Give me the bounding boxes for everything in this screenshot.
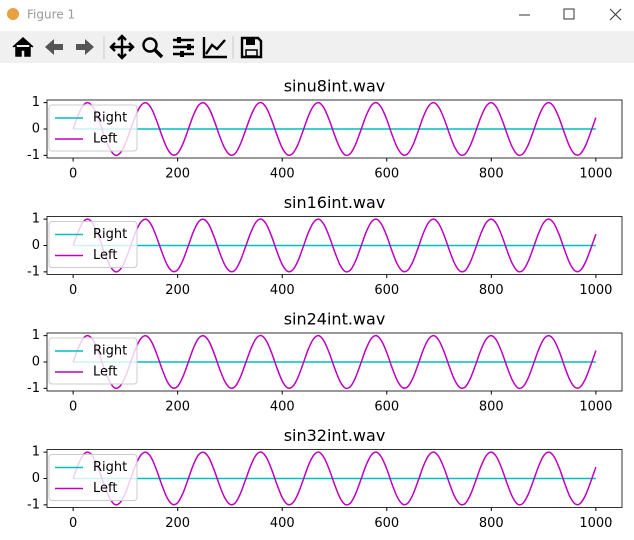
configure-button[interactable]: [173, 37, 194, 57]
y-tick-label: 1: [32, 212, 40, 227]
y-tick-label: 1: [32, 95, 40, 110]
x-tick-label: 600: [374, 516, 399, 531]
y-tick-label: 0: [32, 122, 40, 137]
chart-title: sinu8int.wav: [284, 77, 386, 96]
pan-button[interactable]: [109, 34, 135, 60]
series-line: [72, 101, 597, 157]
zoom-button[interactable]: [142, 37, 164, 59]
chart-title: sin24int.wav: [284, 310, 386, 329]
y-tick-label: -1: [27, 148, 40, 163]
x-tick-label: 800: [479, 167, 504, 182]
x-tick-label: 1000: [579, 283, 612, 298]
window-title: Figure 1: [27, 8, 75, 22]
series-line: [72, 218, 597, 273]
x-tick-label: 800: [479, 400, 504, 415]
legend-label: Left: [93, 365, 117, 380]
legend-label: Right: [93, 227, 127, 242]
legend-label: Left: [93, 132, 117, 147]
legend-label: Right: [93, 344, 127, 359]
maximize-button[interactable]: [563, 8, 575, 20]
save-button[interactable]: [240, 36, 263, 59]
x-tick-label: 600: [374, 283, 399, 298]
y-tick-label: 0: [32, 471, 40, 486]
x-tick-label: 400: [270, 516, 295, 531]
forward-button[interactable]: [76, 39, 94, 55]
home-button[interactable]: [12, 36, 34, 57]
toolbar: [0, 31, 634, 63]
series-line: [72, 334, 597, 390]
app-icon: [7, 8, 19, 20]
series-line: [72, 451, 597, 506]
back-button[interactable]: [45, 39, 63, 55]
x-tick-label: 400: [270, 400, 295, 415]
x-tick-label: 600: [374, 400, 399, 415]
y-tick-label: 0: [32, 238, 40, 253]
x-tick-label: 400: [270, 283, 295, 298]
x-tick-label: 200: [165, 400, 190, 415]
legend-label: Right: [93, 460, 127, 475]
legend-label: Left: [93, 481, 117, 496]
x-tick-label: 800: [479, 516, 504, 531]
x-tick-label: 0: [69, 283, 77, 298]
y-tick-label: -1: [27, 497, 40, 512]
y-tick-label: -1: [27, 381, 40, 396]
x-tick-label: 0: [69, 167, 77, 182]
x-tick-label: 600: [374, 167, 399, 182]
y-tick-label: 1: [32, 445, 40, 460]
x-tick-label: 0: [69, 400, 77, 415]
x-tick-label: 1000: [579, 516, 612, 531]
x-tick-label: 200: [165, 167, 190, 182]
y-tick-label: -1: [27, 264, 40, 279]
x-tick-label: 400: [270, 167, 295, 182]
edit-axes-button[interactable]: [202, 37, 227, 59]
legend-label: Right: [93, 111, 127, 126]
x-tick-label: 1000: [579, 400, 612, 415]
y-tick-label: 1: [32, 328, 40, 343]
y-tick-label: 0: [32, 355, 40, 370]
chart-title: sin32int.wav: [284, 426, 386, 445]
x-tick-label: 1000: [579, 167, 612, 182]
x-tick-label: 800: [479, 283, 504, 298]
title-bar: [0, 0, 634, 31]
legend-label: Left: [93, 248, 117, 263]
x-tick-label: 200: [165, 283, 190, 298]
close-button[interactable]: [609, 8, 622, 21]
x-tick-label: 0: [69, 516, 77, 531]
x-tick-label: 200: [165, 516, 190, 531]
chart-title: sin16int.wav: [284, 193, 386, 212]
